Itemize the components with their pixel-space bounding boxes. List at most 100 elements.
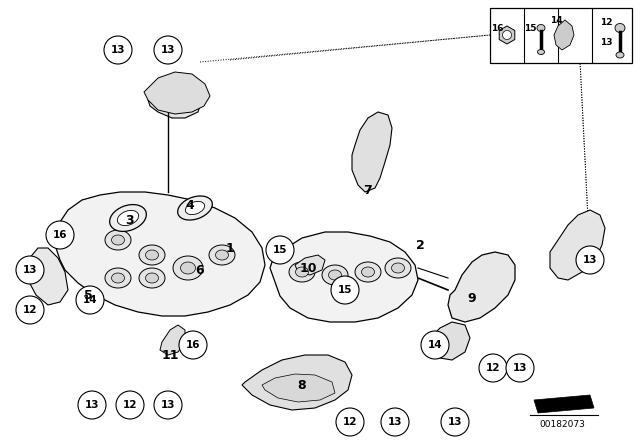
Ellipse shape bbox=[209, 245, 235, 265]
Polygon shape bbox=[144, 72, 210, 114]
Circle shape bbox=[46, 221, 74, 249]
Text: 15: 15 bbox=[524, 23, 536, 33]
Text: 12: 12 bbox=[486, 363, 500, 373]
Circle shape bbox=[336, 408, 364, 436]
Text: 16: 16 bbox=[186, 340, 200, 350]
Polygon shape bbox=[55, 192, 265, 316]
Ellipse shape bbox=[111, 235, 125, 245]
Circle shape bbox=[266, 236, 294, 264]
Text: 13: 13 bbox=[513, 363, 527, 373]
Text: 1: 1 bbox=[226, 241, 234, 254]
Polygon shape bbox=[550, 210, 605, 280]
Circle shape bbox=[381, 408, 409, 436]
Text: 12: 12 bbox=[23, 305, 37, 315]
Text: 15: 15 bbox=[338, 285, 352, 295]
Ellipse shape bbox=[145, 273, 159, 283]
Ellipse shape bbox=[616, 52, 624, 58]
FancyBboxPatch shape bbox=[490, 8, 632, 63]
Text: 10: 10 bbox=[300, 262, 317, 275]
Circle shape bbox=[502, 30, 511, 39]
Circle shape bbox=[441, 408, 469, 436]
Text: 14: 14 bbox=[428, 340, 442, 350]
Text: 7: 7 bbox=[364, 184, 372, 197]
Text: 16: 16 bbox=[52, 230, 67, 240]
Text: 13: 13 bbox=[448, 417, 462, 427]
Ellipse shape bbox=[216, 250, 228, 260]
Polygon shape bbox=[499, 26, 515, 44]
Text: 14: 14 bbox=[550, 16, 563, 25]
Text: 4: 4 bbox=[186, 198, 195, 211]
Text: 12: 12 bbox=[343, 417, 357, 427]
Polygon shape bbox=[242, 355, 352, 410]
Circle shape bbox=[104, 36, 132, 64]
Text: 13: 13 bbox=[161, 45, 175, 55]
Ellipse shape bbox=[538, 49, 545, 55]
Ellipse shape bbox=[117, 211, 139, 226]
Text: 13: 13 bbox=[583, 255, 597, 265]
Ellipse shape bbox=[105, 268, 131, 288]
Ellipse shape bbox=[385, 258, 411, 278]
Ellipse shape bbox=[139, 245, 165, 265]
Ellipse shape bbox=[145, 250, 159, 260]
Polygon shape bbox=[534, 395, 594, 413]
Circle shape bbox=[78, 391, 106, 419]
Polygon shape bbox=[430, 322, 470, 360]
Polygon shape bbox=[262, 374, 335, 402]
Circle shape bbox=[154, 36, 182, 64]
Ellipse shape bbox=[355, 262, 381, 282]
Ellipse shape bbox=[322, 265, 348, 285]
Ellipse shape bbox=[109, 205, 147, 232]
Ellipse shape bbox=[178, 196, 212, 220]
Polygon shape bbox=[28, 248, 68, 305]
Ellipse shape bbox=[105, 230, 131, 250]
Circle shape bbox=[506, 354, 534, 382]
Text: 8: 8 bbox=[298, 379, 307, 392]
Polygon shape bbox=[554, 20, 574, 50]
Polygon shape bbox=[160, 325, 185, 355]
Text: 13: 13 bbox=[388, 417, 403, 427]
Circle shape bbox=[16, 256, 44, 284]
Text: 13: 13 bbox=[600, 38, 612, 47]
Ellipse shape bbox=[328, 270, 342, 280]
Ellipse shape bbox=[537, 25, 545, 31]
Text: 6: 6 bbox=[196, 263, 204, 276]
Text: 14: 14 bbox=[83, 295, 97, 305]
Text: 00182073: 00182073 bbox=[539, 419, 585, 428]
Ellipse shape bbox=[139, 268, 165, 288]
Circle shape bbox=[116, 391, 144, 419]
Circle shape bbox=[179, 331, 207, 359]
Text: 15: 15 bbox=[273, 245, 287, 255]
Text: 12: 12 bbox=[600, 17, 612, 26]
Ellipse shape bbox=[289, 262, 315, 282]
Ellipse shape bbox=[296, 267, 308, 277]
Circle shape bbox=[331, 276, 359, 304]
Ellipse shape bbox=[173, 256, 203, 280]
Circle shape bbox=[479, 354, 507, 382]
Text: 13: 13 bbox=[111, 45, 125, 55]
Text: 12: 12 bbox=[123, 400, 137, 410]
Text: 13: 13 bbox=[161, 400, 175, 410]
Circle shape bbox=[154, 391, 182, 419]
Text: 3: 3 bbox=[125, 214, 134, 227]
Circle shape bbox=[576, 246, 604, 274]
Polygon shape bbox=[270, 232, 418, 322]
Ellipse shape bbox=[392, 263, 404, 273]
Circle shape bbox=[76, 286, 104, 314]
Text: 5: 5 bbox=[84, 289, 92, 302]
Ellipse shape bbox=[615, 23, 625, 33]
Ellipse shape bbox=[111, 273, 125, 283]
Text: 11: 11 bbox=[161, 349, 179, 362]
Polygon shape bbox=[448, 252, 515, 322]
Text: 13: 13 bbox=[23, 265, 37, 275]
Circle shape bbox=[421, 331, 449, 359]
Polygon shape bbox=[148, 78, 202, 118]
Polygon shape bbox=[352, 112, 392, 192]
Circle shape bbox=[16, 296, 44, 324]
Polygon shape bbox=[295, 255, 325, 275]
Ellipse shape bbox=[180, 262, 195, 274]
Ellipse shape bbox=[186, 202, 205, 215]
Ellipse shape bbox=[362, 267, 374, 277]
Text: 16: 16 bbox=[491, 23, 503, 33]
Text: 9: 9 bbox=[468, 292, 476, 305]
Text: 2: 2 bbox=[415, 238, 424, 251]
